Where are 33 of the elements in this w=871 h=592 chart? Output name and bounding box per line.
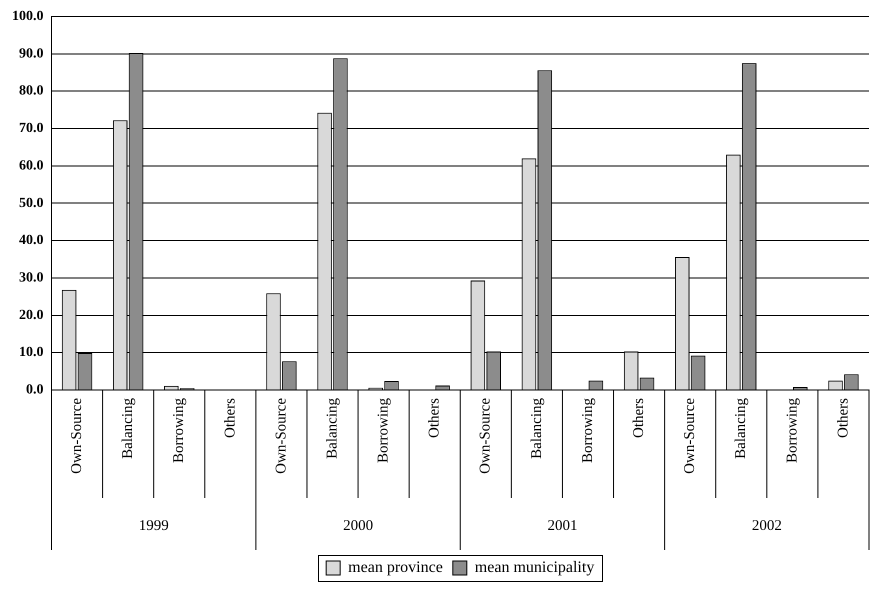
y-tick-label: 80.0 [19,84,44,99]
x-tick-label: Others [426,398,443,438]
x-tick-label: Borrowing [376,398,392,463]
x-tick-label: Own-Source [682,398,698,474]
y-tick-label: 40.0 [19,233,44,248]
y-tick-label: 30.0 [19,270,44,286]
x-tick-label: Borrowing [580,398,596,463]
y-tick-label: 50.0 [19,196,44,211]
legend-label: mean municipality [474,559,594,576]
text: 2002 [752,518,782,534]
y-tick-label: 60.0 [19,158,44,174]
text: 2001 [547,518,578,534]
x-tick-label: Own-Source [273,398,290,474]
legend-label: mean province [348,559,443,576]
x-tick-label: Others [631,398,648,438]
x-tick-label: Others [222,398,238,438]
y-tick-label: 70.0 [19,121,44,136]
x-tick-label: Own-Source [478,398,494,474]
y-tick-label: 90.0 [19,46,44,62]
x-tick-label: Balancing [324,398,340,459]
x-tick-label: Own-Source [68,398,85,474]
x-tick-label: Balancing [120,398,136,459]
y-tick-label: 100.0 [12,9,44,24]
x-tick-label: Balancing [733,398,750,459]
y-tick-label: 20.0 [19,308,44,323]
x-tick-label: Borrowing [171,398,188,463]
x-tick-label: Balancing [528,398,545,459]
text: 2000 [343,518,374,534]
y-tick-label: 10.0 [19,345,44,360]
y-tick-label: 0.0 [26,382,44,398]
x-tick-label: Others [835,398,852,438]
text: 1999 [138,518,169,534]
x-tick-label: Borrowing [784,398,800,463]
